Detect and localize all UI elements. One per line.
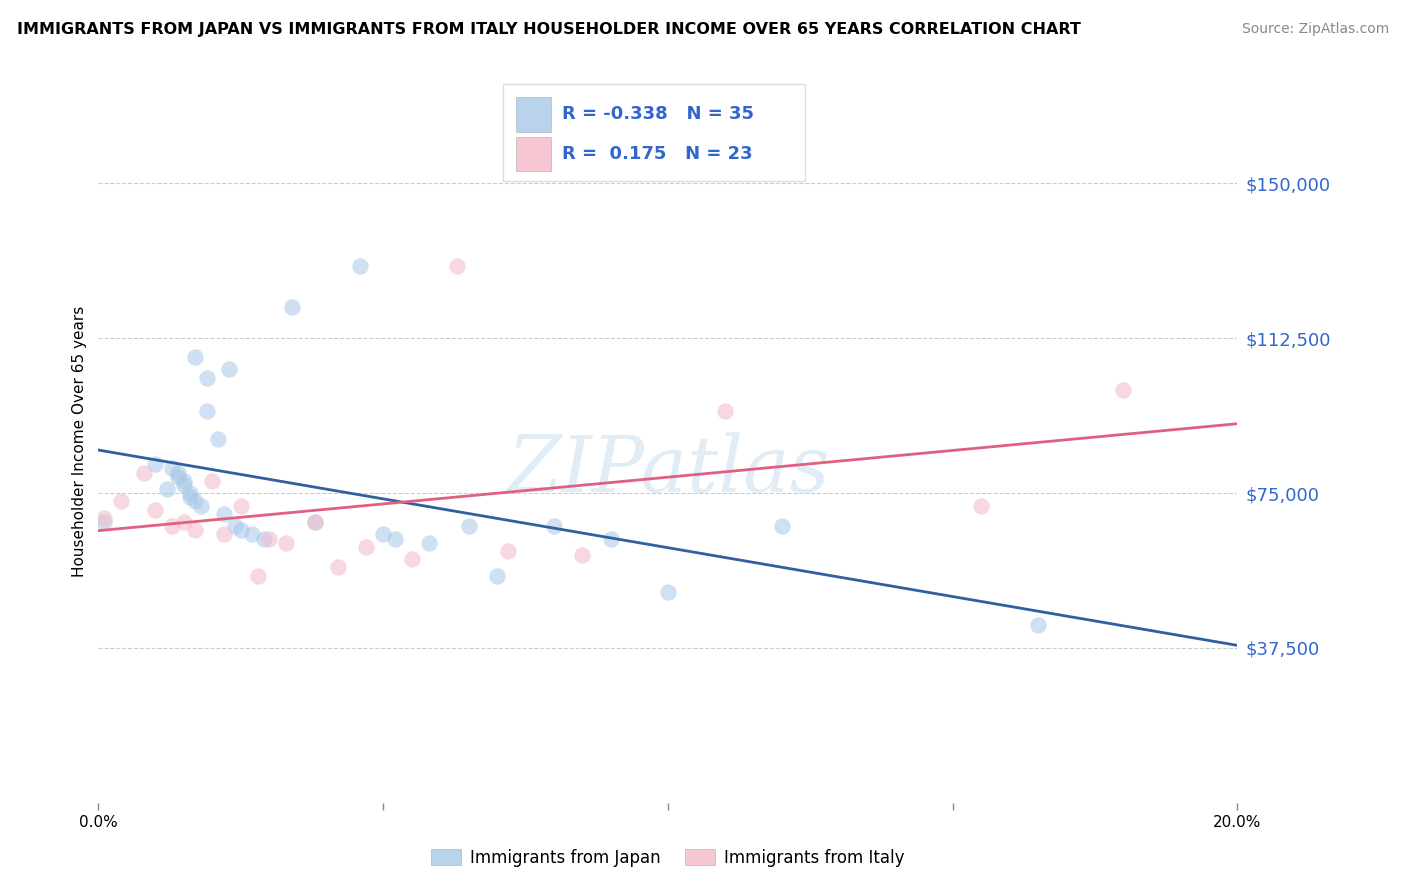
Point xyxy=(167,466,190,480)
Point xyxy=(281,301,304,315)
Text: IMMIGRANTS FROM JAPAN VS IMMIGRANTS FROM ITALY HOUSEHOLDER INCOME OVER 65 YEARS : IMMIGRANTS FROM JAPAN VS IMMIGRANTS FROM… xyxy=(17,22,1081,37)
Point xyxy=(179,490,201,504)
Point xyxy=(714,403,737,417)
Point xyxy=(326,560,349,574)
Point xyxy=(224,519,246,533)
Text: Source: ZipAtlas.com: Source: ZipAtlas.com xyxy=(1241,22,1389,37)
Point xyxy=(657,585,679,599)
Point xyxy=(145,457,167,471)
Point xyxy=(252,532,274,546)
Point xyxy=(229,499,252,513)
Point xyxy=(179,486,201,500)
Point xyxy=(201,474,224,488)
Point xyxy=(486,568,509,582)
Point xyxy=(184,524,207,538)
Text: R = -0.338   N = 35: R = -0.338 N = 35 xyxy=(562,105,754,123)
Point xyxy=(384,532,406,546)
Point xyxy=(770,519,793,533)
Point xyxy=(173,478,195,492)
FancyBboxPatch shape xyxy=(503,84,804,181)
Point xyxy=(246,568,269,582)
Y-axis label: Householder Income Over 65 years: Householder Income Over 65 years xyxy=(72,306,87,577)
Point xyxy=(132,466,155,480)
Point xyxy=(457,519,479,533)
Point xyxy=(240,527,263,541)
Point xyxy=(162,461,184,475)
Point xyxy=(970,499,993,513)
Point xyxy=(190,499,212,513)
Point xyxy=(167,469,190,483)
Point xyxy=(304,515,326,529)
Point xyxy=(212,527,235,541)
Point xyxy=(229,524,252,538)
Point xyxy=(156,482,179,496)
Point xyxy=(446,259,468,273)
Point xyxy=(145,502,167,516)
Text: R =  0.175   N = 23: R = 0.175 N = 23 xyxy=(562,145,752,163)
Point xyxy=(571,548,593,562)
Point xyxy=(600,532,623,546)
Point xyxy=(418,535,440,549)
Point xyxy=(218,362,240,376)
Point xyxy=(184,494,207,508)
Point xyxy=(1026,618,1049,632)
Point xyxy=(173,515,195,529)
Point xyxy=(304,515,326,529)
Point xyxy=(195,403,218,417)
Point xyxy=(373,527,395,541)
Point xyxy=(93,515,115,529)
Point xyxy=(212,507,235,521)
Point xyxy=(543,519,565,533)
Point xyxy=(349,259,371,273)
Point xyxy=(207,433,229,447)
Point xyxy=(276,535,298,549)
Point xyxy=(162,519,184,533)
Point xyxy=(195,370,218,384)
Point xyxy=(401,552,423,566)
Point xyxy=(1112,383,1135,397)
Point xyxy=(498,544,520,558)
Legend: Immigrants from Japan, Immigrants from Italy: Immigrants from Japan, Immigrants from I… xyxy=(432,848,904,867)
Point xyxy=(110,494,132,508)
Text: ZIPatlas: ZIPatlas xyxy=(506,433,830,508)
Point xyxy=(184,350,207,364)
FancyBboxPatch shape xyxy=(516,97,551,132)
FancyBboxPatch shape xyxy=(516,136,551,171)
Point xyxy=(259,532,281,546)
Point xyxy=(93,511,115,525)
Point xyxy=(354,540,377,554)
Point xyxy=(173,474,195,488)
